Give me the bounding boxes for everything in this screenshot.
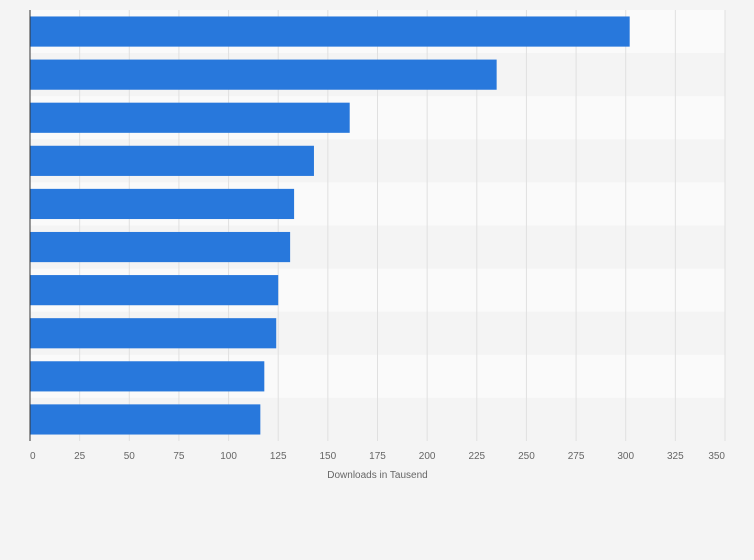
bar[interactable] [30, 404, 261, 435]
x-tick-label: 150 [320, 451, 337, 462]
bar[interactable] [30, 361, 265, 392]
x-tick-label: 300 [617, 451, 634, 462]
bars [30, 16, 630, 435]
x-tick-label: 25 [74, 451, 86, 462]
x-tick-label: 275 [568, 451, 585, 462]
x-tick-label: 250 [518, 451, 535, 462]
x-tick-label: 100 [220, 451, 237, 462]
bar[interactable] [30, 275, 279, 306]
bar[interactable] [30, 16, 630, 47]
x-tick-label: 225 [468, 451, 485, 462]
bar[interactable] [30, 231, 291, 263]
bar[interactable] [30, 102, 350, 133]
bar[interactable] [30, 59, 497, 90]
x-tick-label: 125 [270, 451, 287, 462]
x-tick-label: 75 [173, 451, 185, 462]
x-tick-label: 50 [124, 451, 136, 462]
bar[interactable] [30, 145, 314, 176]
x-tick-label: 0 [30, 451, 36, 462]
x-tick-label: 200 [419, 451, 436, 462]
bar[interactable] [30, 318, 277, 349]
bar[interactable] [30, 188, 295, 220]
x-axis-title: Downloads in Tausend [327, 470, 427, 481]
x-tick-label: 175 [369, 451, 386, 462]
x-tick-label: 325 [667, 451, 684, 462]
x-tick-labels: 0 25 50 75 100 125 150 175 200 225 250 275 300 325 350 [30, 451, 725, 462]
x-tick-label: 350 [708, 451, 725, 462]
